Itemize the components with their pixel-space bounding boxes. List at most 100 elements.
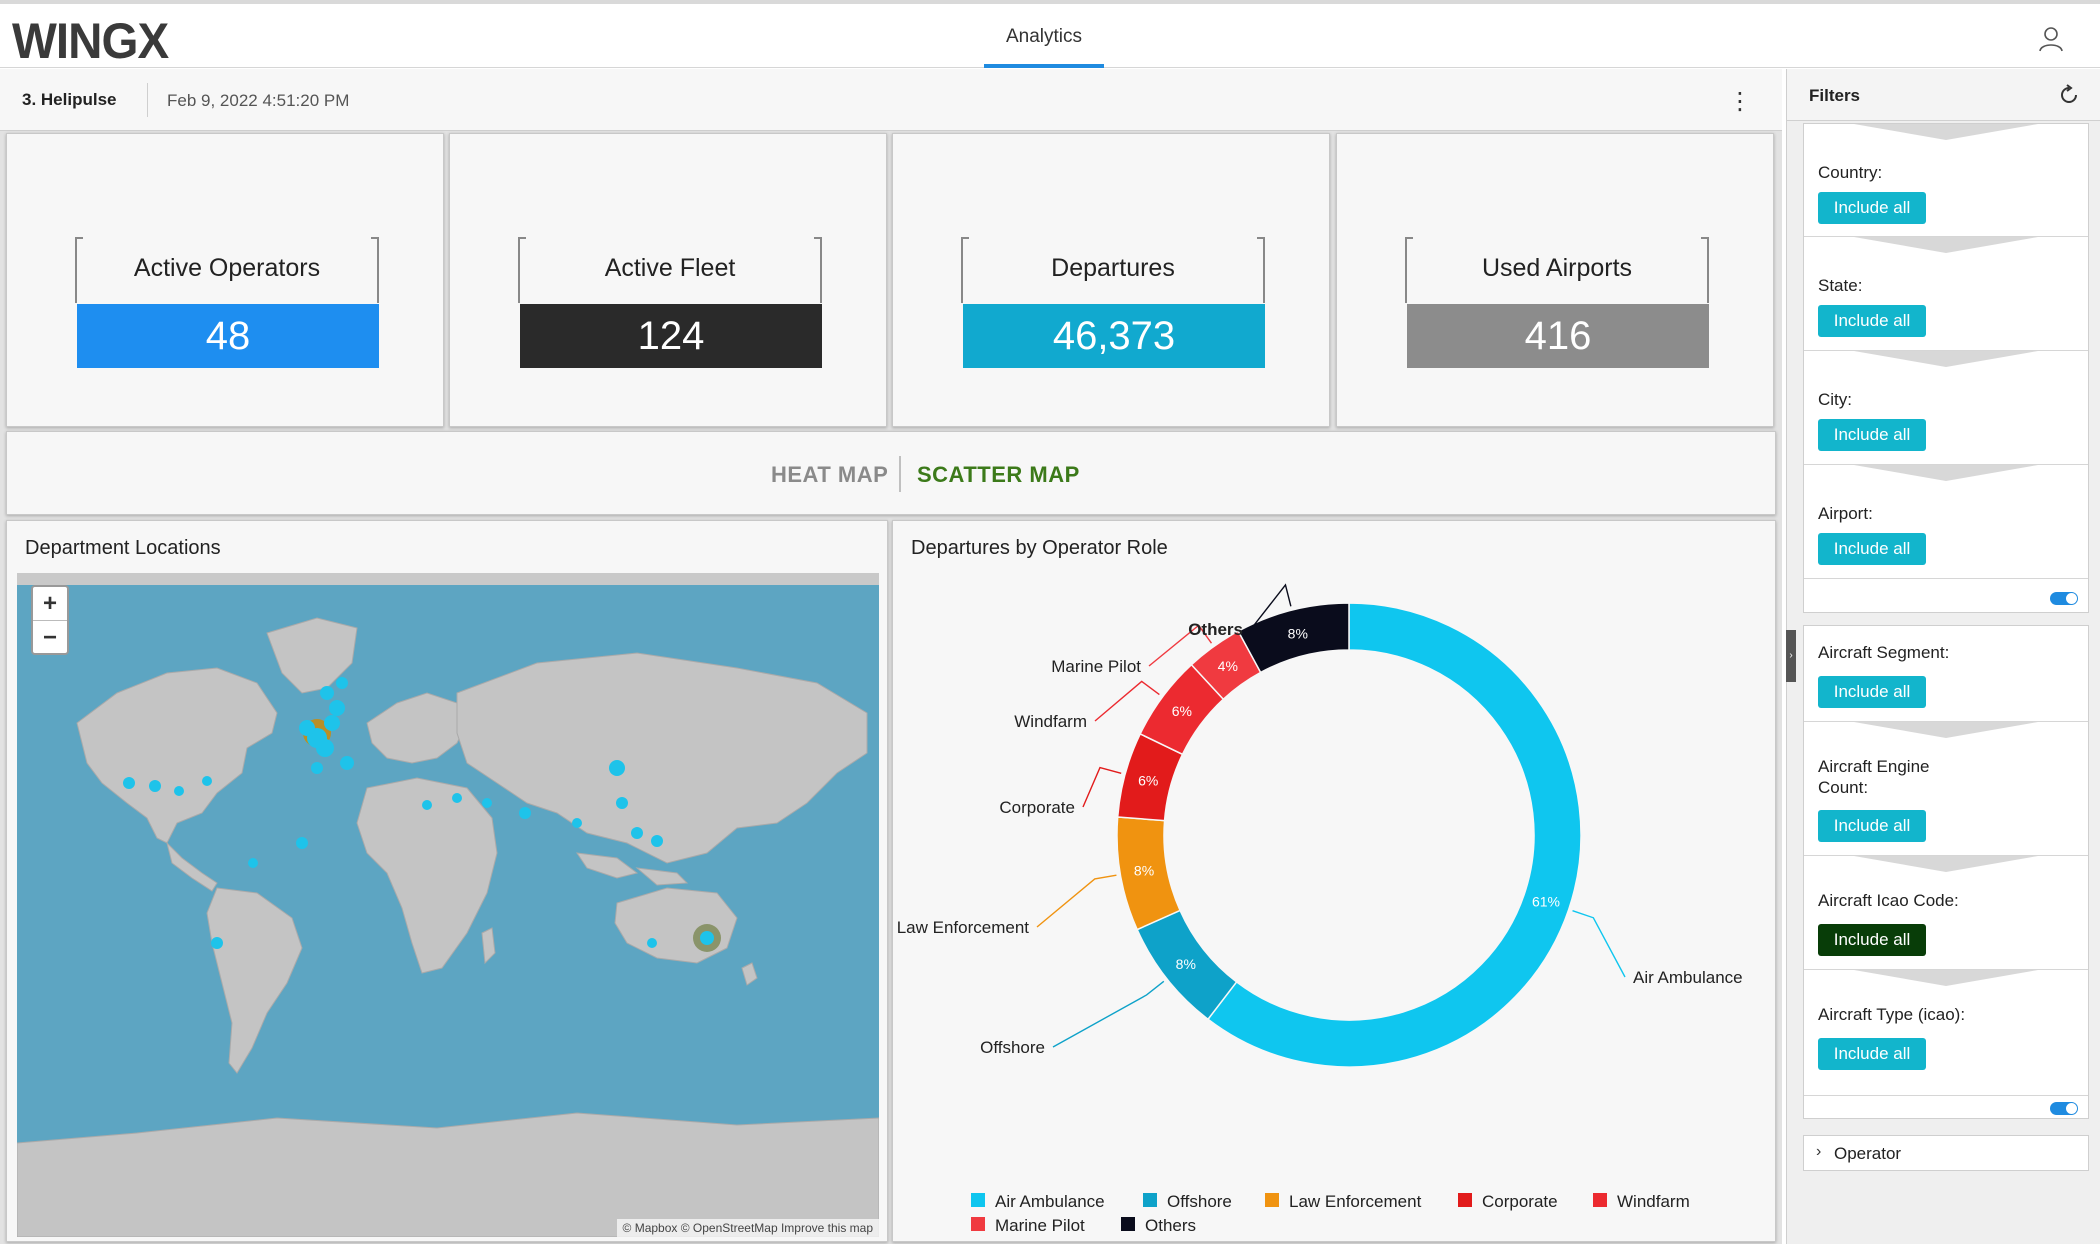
- user-icon[interactable]: [2036, 24, 2066, 54]
- aircraft-filters-toggle[interactable]: [2050, 1102, 2078, 1115]
- include-all-button[interactable]: Include all: [1818, 305, 1926, 337]
- legend-swatch[interactable]: [1458, 1193, 1472, 1207]
- legend-label[interactable]: Offshore: [1167, 1192, 1232, 1211]
- filter-label: Aircraft Engine Count:: [1818, 757, 1930, 797]
- world-map-canvas: [17, 573, 879, 1237]
- filters-header: Filters: [1787, 69, 2100, 121]
- collapse-indicator: [1854, 351, 2038, 367]
- location-filters-toggle[interactable]: [2050, 592, 2078, 605]
- collapse-indicator: [1854, 856, 2038, 872]
- location-filters: Country: Include all State: Include all …: [1803, 123, 2089, 613]
- active-tab-indicator: [984, 64, 1104, 68]
- include-all-button[interactable]: Include all: [1818, 1038, 1926, 1070]
- kpi-frame: [1405, 237, 1709, 303]
- scatter-map-toggle[interactable]: SCATTER MAP: [917, 462, 1080, 487]
- slice-percent-label: 6%: [1172, 703, 1192, 719]
- slice-category-label: Offshore: [980, 1038, 1045, 1057]
- kpi-active-fleet: Active Fleet 124: [449, 133, 887, 427]
- header-divider: [147, 83, 148, 117]
- world-map[interactable]: + − © Mapbox © OpenStreetMap Improve thi…: [17, 573, 879, 1237]
- leader-line: [1148, 624, 1213, 667]
- collapse-indicator: [1854, 970, 2038, 986]
- filter-label: Aircraft Type (icao):: [1818, 1005, 1966, 1024]
- kpi-active-operators: Active Operators 48: [6, 133, 444, 427]
- tab-analytics[interactable]: Analytics: [1005, 26, 1083, 47]
- legend-swatch[interactable]: [971, 1193, 985, 1207]
- slice-category-label: Law Enforcement: [897, 918, 1030, 937]
- map-attribution[interactable]: © Mapbox © OpenStreetMap Improve this ma…: [616, 1219, 879, 1237]
- legend-label[interactable]: Marine Pilot: [995, 1216, 1085, 1235]
- chevron-right-icon: ›: [1816, 1143, 1822, 1160]
- filter-label: Country:: [1818, 163, 1883, 182]
- panel-title: Department Locations: [25, 537, 221, 559]
- wingx-logo[interactable]: WINGX: [12, 13, 169, 69]
- legend-label[interactable]: Corporate: [1482, 1192, 1558, 1211]
- heat-map-toggle[interactable]: HEAT MAP: [771, 462, 889, 487]
- include-all-button[interactable]: Include all: [1818, 192, 1926, 224]
- map-zoom-controls: + −: [31, 585, 69, 655]
- collapse-indicator: [1854, 124, 2038, 140]
- collapse-sidebar-handle[interactable]: ›: [1786, 630, 1796, 682]
- collapse-indicator: [1854, 237, 2038, 253]
- slice-category-label: Air Ambulance: [1633, 968, 1743, 987]
- zoom-in-button[interactable]: +: [42, 590, 57, 617]
- top-bar: WINGX Analytics: [0, 0, 2100, 69]
- filter-aircraft-segment: Aircraft Segment: Include all: [1804, 626, 2088, 722]
- dashboard-name: 3. Helipulse: [22, 90, 117, 109]
- collapse-indicator: [1854, 465, 2038, 481]
- legend-label[interactable]: Air Ambulance: [995, 1192, 1105, 1211]
- slice-percent-label: 4%: [1218, 658, 1238, 674]
- filter-state: State: Include all: [1804, 237, 2088, 351]
- filters-title: Filters: [1809, 86, 1861, 105]
- filter-airport: Airport: Include all: [1804, 465, 2088, 579]
- filter-city: City: Include all: [1804, 351, 2088, 465]
- legend-label[interactable]: Law Enforcement: [1289, 1192, 1422, 1211]
- filter-aircraft-engine-count: Aircraft Engine Count: Include all: [1804, 722, 2088, 856]
- include-all-button[interactable]: Include all: [1818, 810, 1926, 842]
- filter-label: City:: [1818, 390, 1852, 409]
- include-all-button[interactable]: Include all: [1818, 676, 1926, 708]
- dashboard-header: 3. Helipulse Feb 9, 2022 4:51:20 PM ⋮: [0, 69, 1782, 131]
- filter-label: Airport:: [1818, 504, 1873, 523]
- donut-slice-air-ambulance[interactable]: [1206, 602, 1582, 1068]
- leader-line: [1036, 874, 1117, 928]
- zoom-out-button[interactable]: −: [33, 620, 67, 653]
- filters-panel: Filters Country: Include all State: Incl…: [1786, 69, 2100, 1244]
- legend-swatch[interactable]: [1593, 1193, 1607, 1207]
- kpi-frame: [961, 237, 1265, 303]
- map-type-toggle: HEAT MAP SCATTER MAP: [6, 431, 1776, 515]
- legend-swatch[interactable]: [1265, 1193, 1279, 1207]
- legend-label[interactable]: Windfarm: [1617, 1192, 1690, 1211]
- dashboard-timestamp: Feb 9, 2022 4:51:20 PM: [167, 91, 350, 110]
- filter-label: State:: [1818, 276, 1863, 295]
- donut-slice-others[interactable]: [1237, 602, 1350, 674]
- filter-operator[interactable]: › Operator: [1803, 1135, 2089, 1171]
- leader-line: [1052, 980, 1165, 1048]
- filter-label: Operator: [1834, 1144, 1902, 1163]
- departures-by-role-panel: Departures by Operator Role 61% Air Ambul…: [892, 520, 1776, 1242]
- kpi-label: Used Airports: [1481, 254, 1633, 282]
- include-all-button[interactable]: Include all: [1818, 924, 1926, 956]
- kpi-value: 48: [77, 304, 379, 368]
- slice-percent-label: 61%: [1532, 894, 1560, 910]
- include-all-button[interactable]: Include all: [1818, 419, 1926, 451]
- legend-swatch[interactable]: [1121, 1217, 1135, 1231]
- leader-line: [1082, 766, 1122, 808]
- kpi-label: Active Operators: [133, 254, 321, 282]
- leader-line: [1572, 910, 1626, 978]
- kpi-used-airports: Used Airports 416: [1336, 133, 1774, 427]
- legend-swatch[interactable]: [1143, 1193, 1157, 1207]
- kpi-value: 124: [520, 304, 822, 368]
- filter-label: Aircraft Segment:: [1818, 643, 1950, 662]
- aircraft-filters: Aircraft Segment: Include all Aircraft E…: [1803, 625, 2089, 1119]
- legend-swatch[interactable]: [971, 1217, 985, 1231]
- reset-filters-icon[interactable]: [2057, 83, 2081, 107]
- include-all-button[interactable]: Include all: [1818, 533, 1926, 565]
- legend-label[interactable]: Others: [1145, 1216, 1196, 1235]
- more-options-icon[interactable]: ⋮: [1728, 88, 1752, 115]
- filter-country: Country: Include all: [1804, 124, 2088, 237]
- dashboard-main: Active Operators 48 Active Fleet 124 Dep…: [0, 131, 1782, 1244]
- slice-percent-label: 8%: [1134, 862, 1154, 878]
- slice-category-label: Others: [1188, 620, 1243, 639]
- slice-category-label: Marine Pilot: [1051, 657, 1141, 676]
